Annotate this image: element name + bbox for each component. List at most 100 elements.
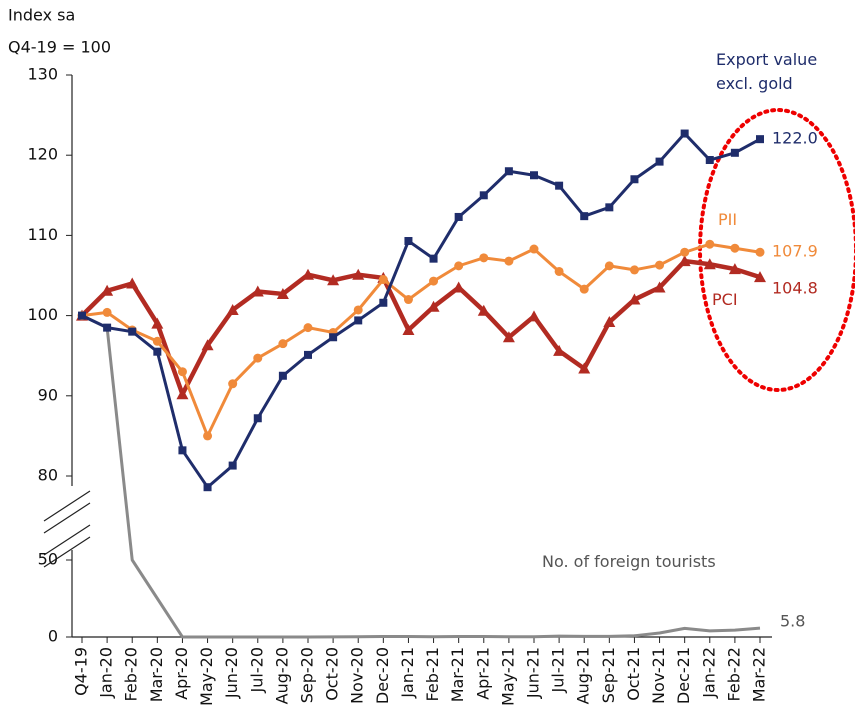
- x-tick-label: Aug-21: [574, 647, 593, 704]
- point: [555, 181, 564, 190]
- point: [278, 339, 288, 349]
- point: [403, 295, 413, 305]
- x-tick-label: Sep-20: [298, 647, 317, 703]
- point: [477, 304, 490, 316]
- x-tick-label: Feb-20: [122, 647, 141, 701]
- point: [128, 327, 137, 336]
- y-tick-label: 0: [48, 627, 58, 646]
- point: [203, 431, 213, 441]
- x-tick-label: Nov-20: [348, 647, 367, 704]
- axis-break: [43, 502, 91, 534]
- x-tick-label: Jan-22: [699, 647, 718, 699]
- point: [605, 203, 614, 212]
- point: [730, 243, 740, 253]
- x-tick-label: Oct-21: [624, 647, 643, 701]
- point: [427, 300, 440, 312]
- point: [728, 263, 741, 275]
- series-line: [81, 314, 761, 639]
- y-title: Q4-19 = 100: [8, 38, 111, 57]
- y-tick-label: 130: [27, 65, 58, 84]
- point: [452, 281, 465, 293]
- point: [529, 244, 539, 254]
- point: [580, 212, 589, 221]
- series-line: [81, 242, 761, 438]
- y-tick-label: 50: [38, 550, 58, 569]
- point: [253, 353, 263, 363]
- x-tick-label: Apr-21: [473, 647, 492, 700]
- point: [603, 316, 616, 328]
- series-label: PCI: [712, 290, 738, 309]
- y-tick-label: 90: [38, 385, 58, 404]
- point: [354, 316, 363, 325]
- series-label: PII: [718, 210, 738, 229]
- point: [302, 268, 314, 280]
- point: [479, 253, 489, 263]
- point: [228, 379, 238, 389]
- point: [705, 156, 714, 165]
- x-tick-label: Sep-21: [599, 647, 618, 703]
- point: [176, 388, 189, 400]
- point: [251, 285, 264, 297]
- point: [554, 266, 564, 276]
- point: [479, 191, 488, 200]
- point: [78, 311, 86, 320]
- point: [680, 247, 690, 257]
- value-label: 107.9: [772, 242, 818, 261]
- x-tick-label: Q4-19: [72, 647, 91, 696]
- point: [353, 305, 363, 315]
- point: [629, 265, 639, 275]
- value-label: 104.8: [772, 279, 818, 298]
- point: [678, 255, 691, 267]
- point: [102, 307, 112, 317]
- point: [553, 344, 566, 356]
- point: [429, 254, 438, 263]
- point: [151, 317, 164, 329]
- point: [680, 129, 689, 138]
- x-tick-label: Mar-20: [147, 647, 166, 702]
- point: [754, 271, 766, 283]
- y-tick-label: 100: [27, 305, 58, 324]
- point: [756, 135, 764, 144]
- point: [703, 258, 716, 270]
- point: [530, 171, 538, 180]
- x-tick-label: Dec-21: [674, 647, 693, 704]
- point: [628, 293, 641, 305]
- x-tick-label: Dec-20: [373, 647, 392, 704]
- point: [226, 303, 239, 315]
- x-tick-label: Jan-20: [97, 647, 116, 699]
- axis-break: [43, 524, 91, 556]
- x-tick-label: Jul-21: [549, 647, 568, 693]
- point: [228, 461, 237, 470]
- value-label: 5.8: [780, 612, 805, 631]
- highlight-ellipse: [698, 108, 855, 392]
- point: [177, 367, 187, 377]
- point: [454, 212, 463, 221]
- x-tick-label: Oct-20: [323, 647, 342, 701]
- point: [203, 483, 212, 492]
- point: [304, 350, 312, 359]
- point: [429, 276, 439, 286]
- point: [504, 256, 514, 266]
- value-label: 122.0: [772, 129, 818, 148]
- point: [378, 275, 388, 285]
- point: [352, 268, 365, 280]
- point: [655, 157, 664, 166]
- point: [178, 446, 187, 455]
- x-tick-label: Nov-21: [649, 647, 668, 704]
- point: [655, 260, 665, 270]
- point: [379, 298, 388, 307]
- y-title: Index sa: [8, 6, 75, 25]
- point: [329, 333, 338, 342]
- x-tick-label: Feb-22: [724, 647, 743, 701]
- axis-break: [43, 490, 91, 522]
- point: [327, 274, 340, 286]
- point: [101, 284, 114, 296]
- y-tick-label: 110: [27, 225, 58, 244]
- point: [630, 175, 639, 184]
- point: [504, 167, 513, 176]
- point: [653, 281, 666, 293]
- point: [528, 310, 540, 322]
- point: [755, 247, 765, 257]
